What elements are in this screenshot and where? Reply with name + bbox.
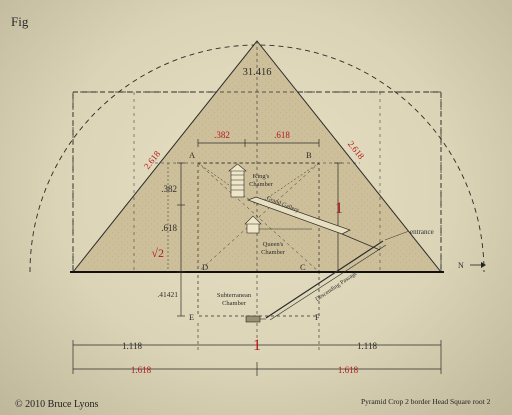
copyright-text: © 2010 Bruce Lyons xyxy=(15,399,99,410)
kings-chamber xyxy=(230,169,245,198)
label-side-382: .382 xyxy=(161,184,177,194)
diagonal-a-kings xyxy=(197,162,258,206)
point-e: E xyxy=(189,312,194,322)
label-sqrt2: √2 xyxy=(151,246,164,260)
descending-passage xyxy=(265,240,384,319)
diagonal-b-kings xyxy=(256,162,320,206)
label-center-one: 1 xyxy=(335,200,343,217)
label-bottom-left: 1.118 xyxy=(122,341,142,351)
kings-chamber-label-2: Chamber xyxy=(249,181,274,188)
point-f: F xyxy=(315,312,320,322)
label-side-41421: .41421 xyxy=(157,290,178,299)
label-width-one: 1 xyxy=(253,337,261,354)
point-c: C xyxy=(300,262,306,272)
kings-chamber-label-1: King's xyxy=(253,173,270,180)
label-phi-left: 1.618 xyxy=(131,365,152,375)
label-side-618: .618 xyxy=(161,223,177,233)
subterranean-label-1: Subterranean xyxy=(217,292,252,299)
subterranean-label-2: Chamber xyxy=(222,300,247,307)
entrance-label: entrance xyxy=(410,228,434,236)
label-bottom-right: 1.118 xyxy=(357,341,377,351)
north-label: N xyxy=(458,261,464,270)
caption-text: Pyramid Crop 2 border Head Square root 2 xyxy=(361,397,491,406)
north-arrow-head xyxy=(481,262,486,268)
queens-chamber xyxy=(246,222,260,234)
grand-gallery xyxy=(246,196,351,235)
label-top-618: .618 xyxy=(274,130,290,140)
queens-chamber-label-1: Queen's xyxy=(263,241,284,248)
label-phi-right: 1.618 xyxy=(338,365,359,375)
subterranean-chamber xyxy=(245,315,261,323)
point-a: A xyxy=(189,150,196,160)
label-top-382: .382 xyxy=(214,130,230,140)
figure-label: Fig xyxy=(11,14,29,29)
point-b: B xyxy=(306,150,312,160)
circumscribed-arc xyxy=(29,44,485,273)
apex-value: 31.416 xyxy=(243,67,272,78)
entrance-leader xyxy=(384,230,410,241)
queens-chamber-label-2: Chamber xyxy=(261,249,286,256)
point-d: D xyxy=(202,262,208,272)
